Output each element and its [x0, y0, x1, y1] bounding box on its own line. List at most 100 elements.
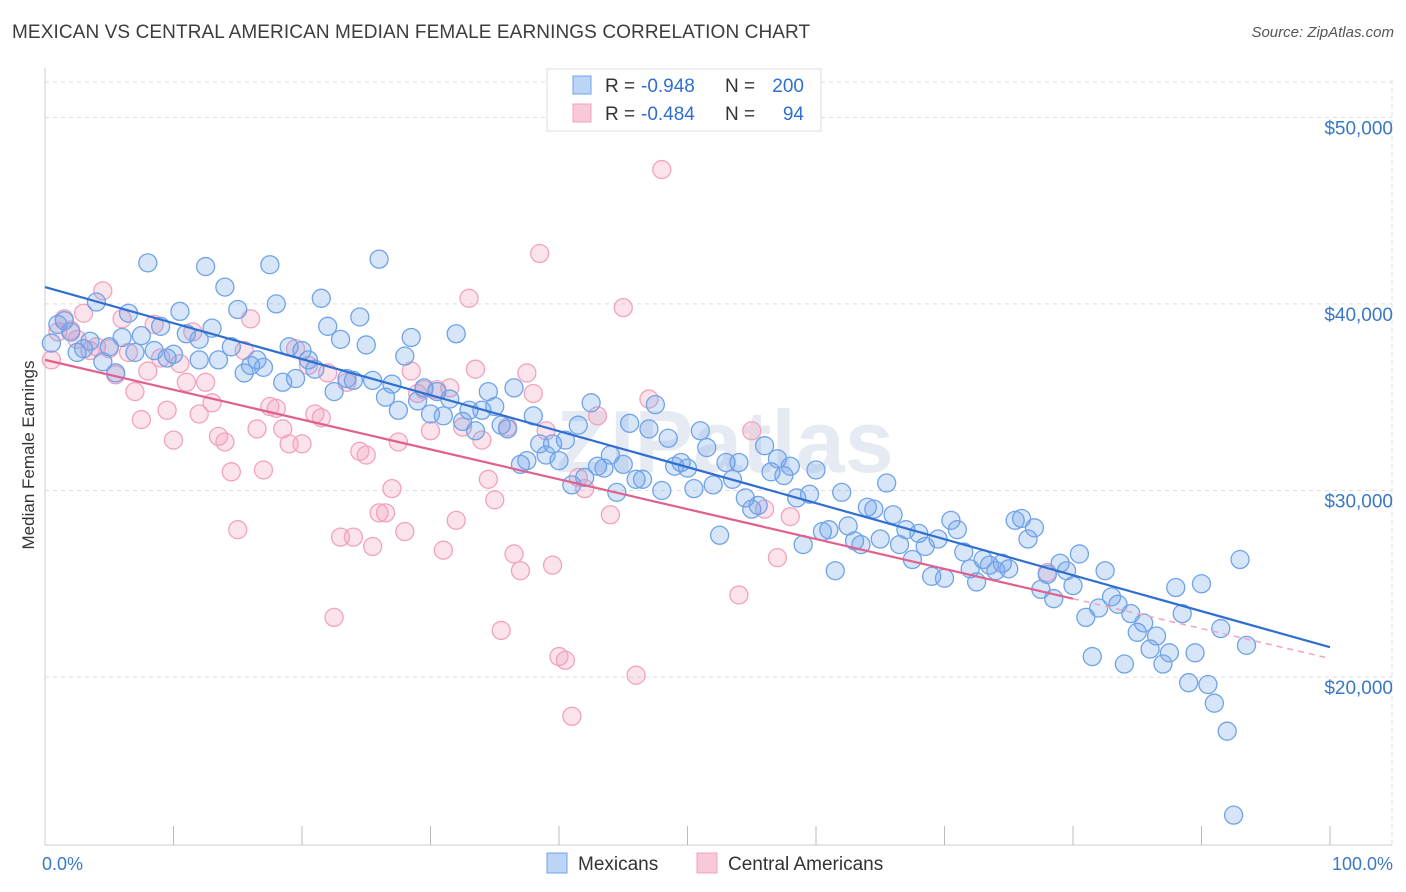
mexican-point-91 [626, 469, 646, 489]
mexican-point-72 [504, 378, 524, 398]
mexican-point-175 [1166, 577, 1186, 598]
mexican-point-123 [832, 482, 852, 503]
legend-r-value-1: -0.948 [641, 76, 695, 97]
mexican-point-153 [1024, 518, 1045, 538]
central-american-point-51 [369, 503, 389, 523]
mexican-point-34 [260, 255, 280, 275]
central-american-point-67 [472, 430, 492, 450]
central-american-point-85 [600, 505, 621, 525]
source-label: Source: ZipAtlas.com [1251, 24, 1394, 41]
chart-title: MEXICAN VS CENTRAL AMERICAN MEDIAN FEMAL… [12, 22, 811, 43]
mexican-point-103 [703, 475, 723, 495]
central-american-point-15 [138, 361, 158, 381]
mexican-point-178 [1185, 643, 1205, 663]
mexican-point-110 [748, 495, 768, 516]
x-tick-label-0: 0.0% [42, 854, 83, 874]
central-american-point-19 [163, 430, 184, 450]
mexican-point-29 [228, 299, 248, 320]
bottom-legend-swatch-central-americans [696, 852, 718, 874]
mexican-point-74 [517, 450, 537, 471]
central-american-point-18 [157, 400, 177, 420]
central-american-point-27 [215, 432, 235, 452]
bottom-legend-central-americans: Central Americans [728, 854, 883, 875]
mexican-point-45 [330, 329, 351, 350]
mexican-point-24 [195, 256, 216, 277]
mexican-point-119 [806, 460, 826, 480]
mexican-point-80 [555, 430, 576, 450]
mexican-point-176 [1172, 603, 1192, 624]
central-american-point-69 [485, 490, 505, 510]
mexican-point-90 [620, 413, 640, 433]
mexican-point-92 [632, 469, 653, 489]
mexican-point-63 [446, 324, 466, 344]
central-american-point-93 [767, 548, 788, 568]
series-legend: Mexicans Central Americans [546, 852, 883, 875]
mexican-point-118 [799, 484, 820, 504]
y-tick-label-0: $20,000 [1324, 678, 1393, 699]
legend-n-label-2: N = [725, 104, 755, 125]
mexican-point-130 [877, 473, 897, 493]
mexican-point-0 [41, 333, 62, 353]
legend-n-value-2: 94 [783, 104, 805, 125]
mexican-point-11 [112, 327, 132, 348]
central-american-point-50 [363, 536, 383, 557]
central-american-point-44 [324, 607, 344, 628]
central-american-point-28 [221, 462, 241, 482]
mexican-point-5 [73, 339, 94, 359]
mexican-point-186 [1236, 635, 1257, 656]
mexican-point-51 [369, 249, 389, 269]
central-american-point-23 [189, 404, 209, 424]
mexican-point-6 [80, 331, 100, 351]
x-tick-labels: 0.0% 100.0% [42, 854, 1393, 874]
mexican-point-48 [350, 307, 370, 327]
mexican-point-10 [106, 363, 126, 383]
mexican-point-82 [568, 415, 588, 435]
mexican-point-100 [684, 478, 704, 499]
mexican-point-66 [465, 421, 486, 441]
mexican-point-93 [639, 419, 659, 439]
mexican-point-54 [388, 400, 409, 420]
central-american-point-32 [247, 419, 267, 439]
mexican-point-55 [395, 346, 415, 366]
central-american-point-55 [395, 521, 415, 542]
mexican-point-129 [870, 529, 890, 549]
mexican-point-79 [549, 450, 569, 471]
central-american-point-73 [510, 561, 531, 581]
mexican-point-14 [131, 325, 152, 346]
central-american-point-24 [195, 372, 216, 392]
central-american-point-61 [433, 540, 454, 560]
central-american-point-33 [253, 460, 274, 480]
mexican-point-28 [221, 337, 241, 357]
central-american-point-90 [729, 585, 749, 605]
central-american-point-86 [613, 297, 633, 318]
mexican-point-38 [285, 368, 306, 389]
central-american-point-52 [375, 503, 396, 523]
central-american-point-80 [555, 650, 576, 670]
mexican-point-26 [208, 350, 229, 370]
mexican-point-181 [1204, 693, 1224, 713]
mexican-point-33 [253, 357, 274, 377]
mexican-point-56 [401, 327, 421, 348]
mexican-point-3 [61, 322, 81, 342]
mexican-point-162 [1082, 646, 1102, 667]
central-american-point-53 [382, 478, 402, 499]
mexican-point-13 [125, 342, 145, 363]
mexican-point-184 [1223, 805, 1244, 825]
mexican-point-160 [1069, 544, 1090, 564]
central-american-point-91 [742, 421, 762, 441]
legend-swatch-mexicans [572, 75, 592, 95]
mexican-point-173 [1153, 654, 1173, 674]
mexican-point-44 [324, 381, 344, 402]
central-american-point-89 [652, 159, 672, 180]
mexican-point-177 [1179, 673, 1199, 693]
central-american-point-81 [562, 706, 582, 726]
mexican-point-42 [311, 288, 331, 308]
central-american-point-76 [530, 243, 550, 264]
central-americans-trend-line [44, 358, 1074, 600]
central-american-point-70 [491, 620, 511, 641]
mexican-point-141 [947, 520, 967, 540]
mexican-point-164 [1095, 561, 1115, 581]
mexican-point-152 [1018, 529, 1038, 549]
central-american-point-29 [228, 520, 248, 540]
